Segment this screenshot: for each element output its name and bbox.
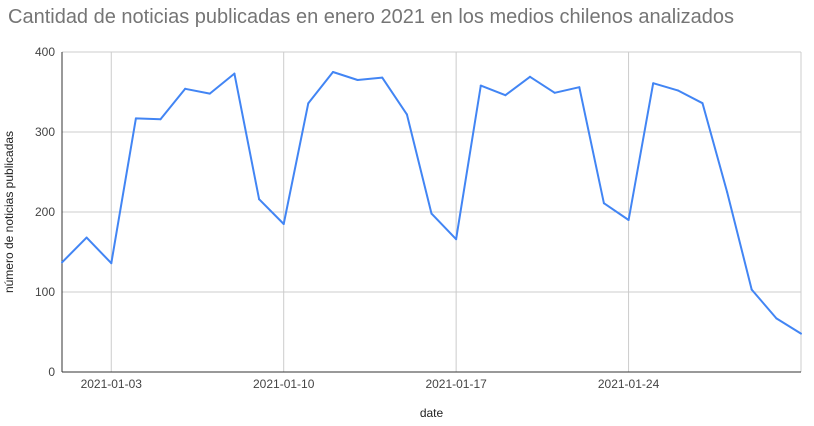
data-point [110, 262, 113, 265]
data-point [750, 288, 753, 291]
data-point [455, 238, 458, 241]
data-point [529, 75, 532, 78]
x-tick-label: 2021-01-17 [425, 377, 487, 391]
data-point [405, 113, 408, 116]
data-point [258, 198, 261, 201]
data-point [726, 191, 729, 193]
data-point [800, 332, 802, 335]
y-tick-label: 300 [35, 125, 55, 139]
data-point [184, 87, 187, 90]
data-point [282, 223, 285, 225]
data-point [479, 84, 482, 87]
y-tick-label: 100 [35, 285, 55, 299]
y-tick-label: 400 [35, 45, 55, 59]
data-point [676, 89, 679, 92]
data-point [85, 236, 88, 239]
x-tick-label: 2021-01-24 [598, 377, 660, 391]
data-point [208, 92, 211, 95]
data-point [356, 79, 359, 81]
data-point [504, 94, 507, 97]
data-point [159, 118, 162, 121]
axes [61, 52, 801, 373]
data-point [652, 82, 655, 85]
x-axis-label: date [420, 406, 444, 420]
series-layer [61, 71, 802, 335]
y-tick-label: 200 [35, 205, 55, 219]
data-point [134, 117, 137, 120]
data-point [627, 219, 630, 221]
data-point [553, 91, 556, 94]
data-point [61, 261, 63, 264]
data-point [233, 72, 236, 75]
data-point [430, 212, 433, 215]
y-tick-label: 0 [48, 365, 55, 379]
y-axis-label: número de noticias publicadas [2, 131, 16, 293]
x-tick-label: 2021-01-10 [253, 377, 315, 391]
data-point [331, 71, 334, 73]
tick-labels: 0 100 200 300 400 2021-01-03 2021-01-10 2021-01… [35, 45, 660, 391]
data-point [602, 202, 605, 205]
x-tick-label: 2021-01-03 [81, 377, 143, 391]
data-point [307, 102, 310, 105]
data-point [775, 317, 778, 320]
series-line [61, 71, 802, 335]
data-point [701, 102, 704, 105]
chart-title: Cantidad de noticias publicadas en enero… [8, 6, 735, 28]
data-point [381, 76, 384, 79]
data-point [578, 86, 581, 89]
